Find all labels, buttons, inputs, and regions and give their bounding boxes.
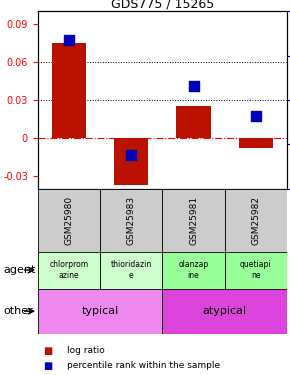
Text: chlorprom
azine: chlorprom azine <box>49 260 88 280</box>
Text: ■: ■ <box>44 361 53 370</box>
Bar <box>162 189 225 252</box>
Text: GSM25981: GSM25981 <box>189 195 198 244</box>
Bar <box>52 43 86 138</box>
Text: log ratio: log ratio <box>67 346 104 355</box>
Bar <box>162 289 287 334</box>
Bar <box>239 138 273 148</box>
Text: olanzap
ine: olanzap ine <box>178 260 209 280</box>
Point <box>191 83 196 89</box>
Bar <box>38 189 100 252</box>
Bar <box>225 252 287 289</box>
Bar <box>38 252 100 289</box>
Bar <box>100 252 162 289</box>
Bar <box>162 252 225 289</box>
Text: ■: ■ <box>44 346 53 355</box>
Bar <box>38 289 162 334</box>
Text: thioridazin
e: thioridazin e <box>110 260 152 280</box>
Text: agent: agent <box>3 265 35 275</box>
Text: percentile rank within the sample: percentile rank within the sample <box>67 361 220 370</box>
Text: GSM25983: GSM25983 <box>127 195 136 244</box>
Text: GSM25980: GSM25980 <box>64 195 73 244</box>
Point <box>253 113 258 119</box>
Text: GSM25982: GSM25982 <box>251 196 260 244</box>
Point <box>66 37 71 43</box>
Bar <box>100 189 162 252</box>
Title: GDS775 / 15265: GDS775 / 15265 <box>111 0 214 10</box>
Text: quetiapi
ne: quetiapi ne <box>240 260 272 280</box>
Text: atypical: atypical <box>203 306 247 316</box>
Bar <box>114 138 148 185</box>
Text: other: other <box>3 306 33 316</box>
Bar <box>176 106 211 138</box>
Bar <box>225 189 287 252</box>
Text: typical: typical <box>81 306 119 316</box>
Point <box>129 152 134 158</box>
